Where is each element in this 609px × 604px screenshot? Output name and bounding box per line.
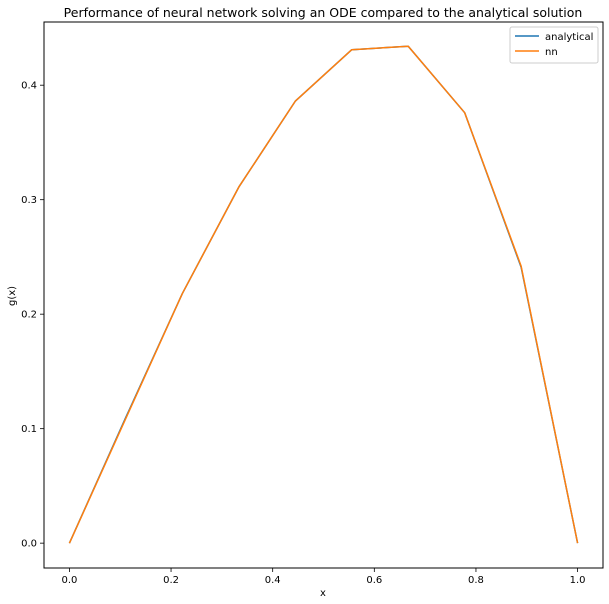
legend: analytical nn xyxy=(509,26,599,64)
y-tick-label: 0.0 xyxy=(21,539,37,550)
y-tick-label: 0.3 xyxy=(21,195,37,206)
legend-label-analytical: analytical xyxy=(545,32,593,43)
plot-frame xyxy=(43,21,604,569)
chart-title: Performance of neural network solving an… xyxy=(64,5,583,20)
series-line-analytical xyxy=(68,45,579,544)
y-axis-label: g(x) xyxy=(7,286,18,306)
x-axis-label: x xyxy=(320,588,326,599)
series-layer xyxy=(68,45,579,544)
x-tick-label: 0.4 xyxy=(265,575,281,586)
x-tick-label: 0.8 xyxy=(468,575,484,586)
x-tick-label: 0.2 xyxy=(163,575,179,586)
x-tick-label: 0.0 xyxy=(61,575,77,586)
y-tick-label: 0.1 xyxy=(21,424,37,435)
y-axis: 0.0 0.1 0.2 0.3 0.4 xyxy=(21,81,44,550)
x-tick-label: 0.6 xyxy=(366,575,382,586)
x-axis: 0.0 0.2 0.4 0.6 0.8 1.0 xyxy=(61,568,586,586)
y-tick-label: 0.4 xyxy=(21,81,37,92)
x-tick-label: 1.0 xyxy=(570,575,586,586)
y-tick-label: 0.2 xyxy=(21,310,37,321)
legend-label-nn: nn xyxy=(545,47,558,58)
series-line-nn xyxy=(68,45,579,544)
